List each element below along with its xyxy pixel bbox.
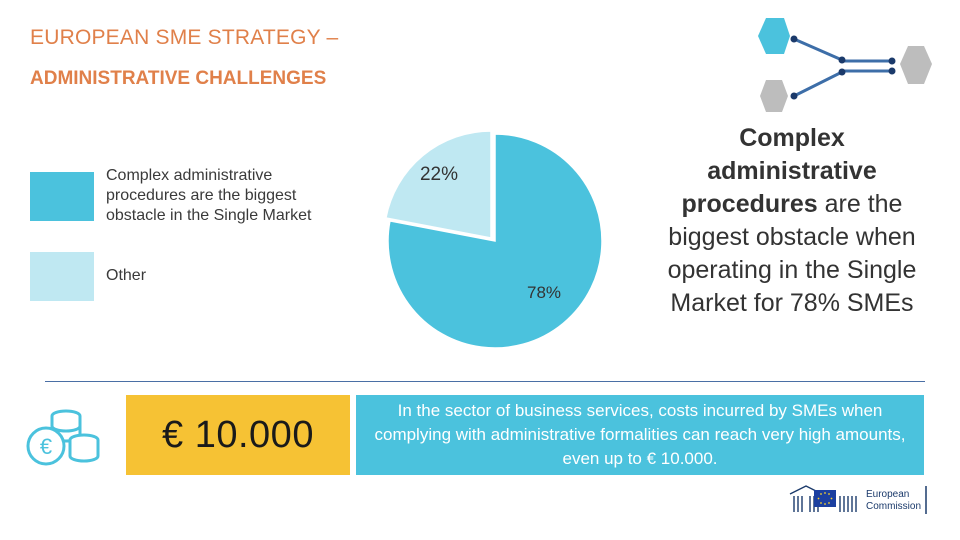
pie-label-other: 22% bbox=[420, 164, 458, 185]
pie-label-complex: 78% bbox=[527, 283, 561, 302]
divider bbox=[45, 381, 925, 382]
cost-description: In the sector of business services, cost… bbox=[356, 395, 924, 475]
highlight-statement: Complex administrative procedures are th… bbox=[652, 122, 932, 320]
pie-slice-complex bbox=[387, 133, 603, 349]
ec-logo-line1: European bbox=[866, 489, 910, 500]
eu-flag-icon bbox=[789, 485, 927, 514]
highlight-rest: are the biggest obstacle when operating … bbox=[667, 190, 917, 317]
highlight-bold: Complex administrative procedures bbox=[681, 124, 877, 218]
pie-slice-other bbox=[385, 130, 492, 239]
pie-chart: 78% 22% bbox=[385, 130, 605, 349]
ec-logo-line2: Commission bbox=[866, 501, 922, 512]
hexagon-network-icon bbox=[758, 18, 932, 112]
ec-logo-text: European Commission bbox=[866, 489, 921, 513]
legend-swatch-complex bbox=[30, 172, 94, 221]
legend-label-complex: Complex administrative procedures are th… bbox=[106, 167, 312, 224]
legend-swatch-other bbox=[30, 252, 94, 301]
legend-label-other: Other bbox=[106, 267, 147, 284]
page-title: EUROPEAN SME STRATEGY – bbox=[30, 26, 339, 49]
euro-coins-icon: € bbox=[26, 409, 100, 466]
svg-text:€: € bbox=[40, 434, 52, 459]
page-subtitle: ADMINISTRATIVE CHALLENGES bbox=[30, 68, 327, 89]
cost-amount: € 10.000 bbox=[126, 395, 350, 475]
